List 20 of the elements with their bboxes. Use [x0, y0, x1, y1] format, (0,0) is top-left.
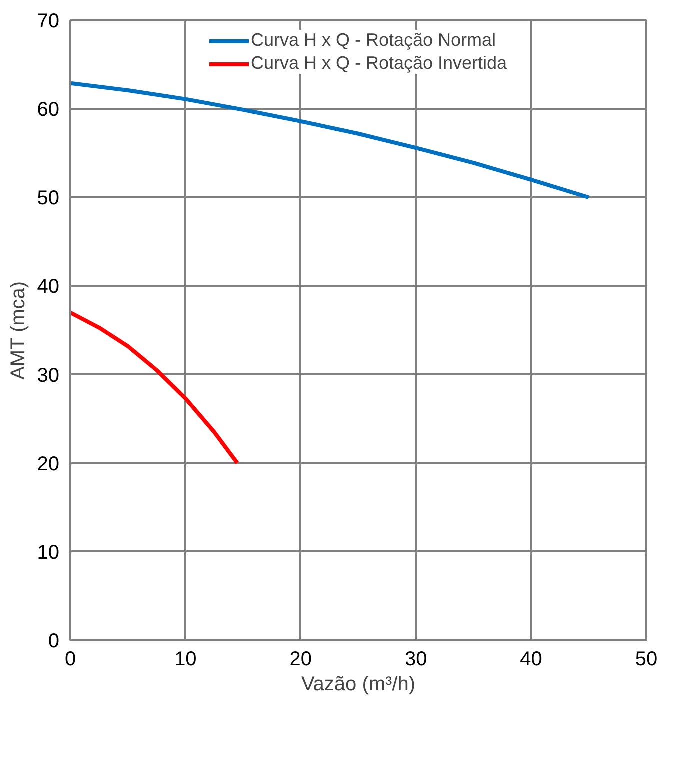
y-tick-label: 60 — [37, 99, 60, 122]
x-tick-label: 0 — [64, 648, 76, 670]
x-tick-label: 50 — [635, 648, 658, 670]
x-tick-label: 20 — [290, 648, 312, 670]
x-axis-title: Vazão (m³/h) — [301, 674, 416, 696]
y-tick-label: 70 — [37, 10, 60, 32]
y-tick-label: 0 — [48, 630, 60, 652]
x-tick-label: 10 — [174, 648, 197, 670]
y-tick-label: 30 — [37, 364, 60, 387]
line-series — [70, 81, 591, 200]
legend-label: Curva H x Q - Rotação Invertida — [250, 53, 508, 74]
y-tick-label: 50 — [37, 188, 60, 210]
x-tick-label: 40 — [520, 648, 542, 670]
legend-label: Curva H x Q - Rotação Normal — [250, 30, 496, 51]
y-tick-label: 40 — [37, 276, 60, 298]
x-tick-label: 30 — [404, 648, 428, 670]
y-tick-label: 10 — [37, 542, 60, 564]
line-series — [70, 310, 240, 466]
y-axis-title: AMT (mca) — [7, 281, 30, 380]
y-tick-label: 20 — [37, 453, 60, 476]
